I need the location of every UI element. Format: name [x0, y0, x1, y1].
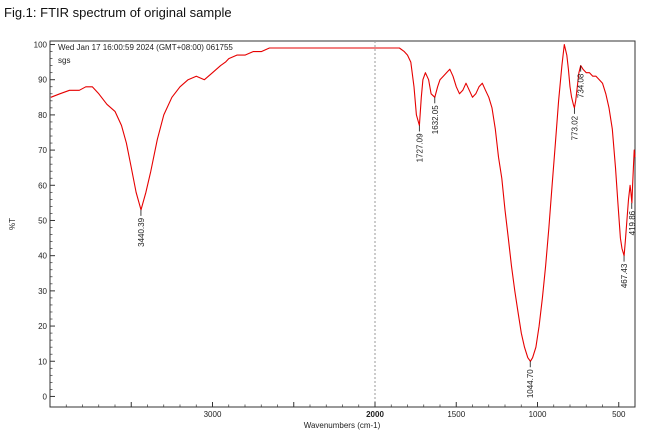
peak-label: 419.86 — [628, 210, 637, 235]
x-tick-label: 1000 — [529, 410, 547, 419]
peak-label: 3440.39 — [137, 217, 146, 246]
y-tick-label: 70 — [38, 146, 47, 155]
spectrum-line — [50, 43, 636, 362]
x-axis-ticks: 3000 2000 1500 1000 500 — [65, 402, 636, 419]
x-tick-label: 3000 — [204, 410, 222, 419]
peak-label: 467.43 — [620, 263, 629, 288]
y-axis-ticks: 0 10 20 30 40 50 60 70 80 90 100 — [34, 41, 55, 401]
instrument-header: Wed Jan 17 16:00:59 2024 (GMT+08:00) 061… — [58, 43, 233, 52]
x-tick-label: 1500 — [447, 410, 465, 419]
x-axis-title: Wavenumbers (cm-1) — [304, 421, 381, 430]
plot-frame — [49, 40, 636, 408]
y-tick-label: 10 — [38, 357, 47, 366]
y-tick-label: 20 — [38, 322, 47, 331]
y-tick-label: 100 — [34, 41, 48, 50]
y-tick-label: 80 — [38, 111, 47, 120]
y-axis-title: %T — [8, 218, 17, 230]
x-tick-label: 2000 — [366, 410, 384, 419]
y-tick-label: 40 — [38, 252, 47, 261]
figure-caption: Fig.1: FTIR spectrum of original sample — [4, 5, 232, 20]
peak-label: 1632.05 — [431, 105, 440, 134]
sample-name: sgs — [58, 56, 70, 65]
peak-label: 1044.70 — [526, 369, 535, 398]
y-tick-label: 90 — [38, 76, 47, 85]
peak-label: 734.08 — [577, 73, 586, 98]
y-tick-label: 60 — [38, 181, 47, 190]
y-tick-label: 30 — [38, 287, 47, 296]
x-tick-label: 500 — [612, 410, 626, 419]
y-tick-label: 50 — [38, 216, 47, 225]
peak-label: 773.02 — [570, 115, 579, 140]
peak-annotations: 3440.39 1727.09 1632.05 1044.70 773.02 734.08… — [137, 65, 637, 398]
peak-label: 1727.09 — [415, 133, 424, 162]
y-tick-label: 0 — [43, 392, 48, 401]
series-group — [50, 43, 636, 362]
